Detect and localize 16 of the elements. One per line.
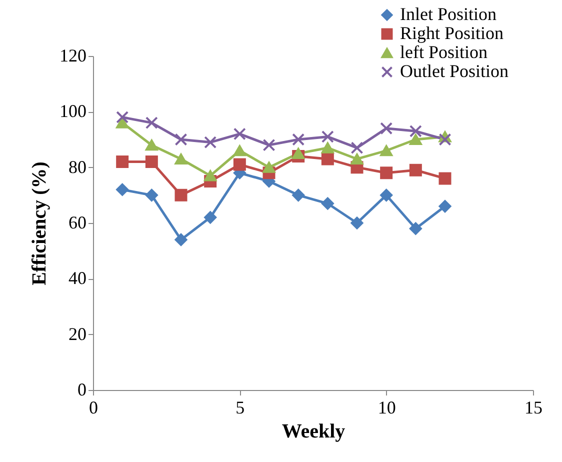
legend-label: Outlet Position (400, 61, 509, 81)
legend-label: left Position (400, 42, 488, 62)
y-tick-label: 0 (78, 380, 86, 400)
legend-label: Inlet Position (400, 4, 497, 24)
y-tick-label: 80 (68, 156, 86, 177)
x-tick-label: 15 (524, 398, 542, 418)
x-tick-label: 10 (378, 398, 396, 418)
y-tick-label: 100 (60, 101, 86, 122)
x-tick-label: 5 (236, 398, 245, 418)
y-tick-label: 60 (68, 212, 86, 232)
x-axis-title: Weekly (282, 420, 346, 442)
y-tick-label: 40 (68, 268, 86, 288)
legend-label: Right Position (400, 23, 504, 43)
y-axis-title: Efficiency (%) (28, 162, 50, 286)
y-tick-label: 120 (60, 46, 86, 66)
y-tick-label: 20 (68, 324, 86, 344)
